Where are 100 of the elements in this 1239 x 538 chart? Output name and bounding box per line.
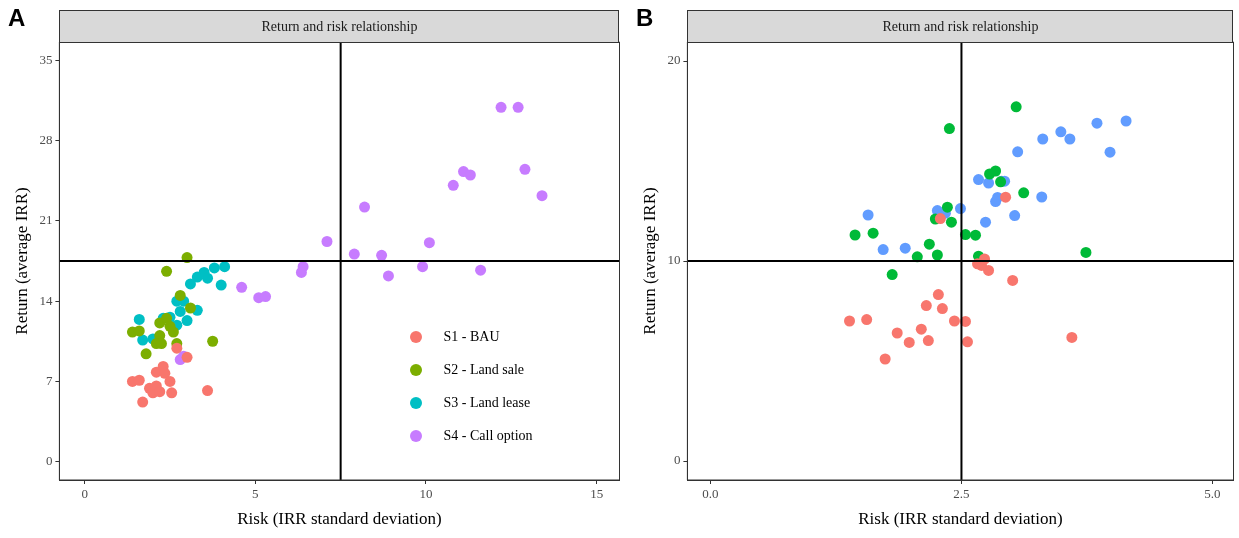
point <box>923 238 935 250</box>
point <box>1066 331 1078 343</box>
x-axis-title: Risk (IRR standard deviation) <box>858 509 1063 529</box>
point <box>495 101 507 113</box>
text: B <box>636 4 654 32</box>
y-tick-label: 10 <box>667 252 681 268</box>
legend-label: S4 - Call option <box>443 427 533 444</box>
x-tick-label: 15 <box>590 486 604 502</box>
point <box>945 216 957 228</box>
point <box>174 305 186 317</box>
y-tick-label: 0 <box>45 453 53 469</box>
point <box>174 289 186 301</box>
point <box>861 314 873 326</box>
legend-label: S3 - Land lease <box>443 394 531 411</box>
point <box>164 320 176 332</box>
point <box>1064 133 1076 145</box>
point <box>1055 126 1067 138</box>
point <box>1018 187 1030 199</box>
point <box>512 101 524 113</box>
point <box>903 336 915 348</box>
point <box>161 265 173 277</box>
point <box>899 242 911 254</box>
point <box>867 227 879 239</box>
x-tick-label: 5.0 <box>1204 486 1221 502</box>
point <box>932 289 944 301</box>
point <box>359 201 371 213</box>
point <box>1000 191 1012 203</box>
point <box>943 123 955 135</box>
point <box>382 270 394 282</box>
point <box>844 315 856 327</box>
point <box>447 179 459 191</box>
point <box>140 348 152 360</box>
point <box>891 327 903 339</box>
point <box>236 281 248 293</box>
point <box>321 236 333 248</box>
point <box>417 261 429 273</box>
point <box>1120 115 1132 127</box>
point <box>208 262 220 274</box>
point <box>920 300 932 312</box>
point <box>171 342 183 354</box>
point <box>464 169 476 181</box>
point <box>1010 101 1022 113</box>
point <box>1037 133 1049 145</box>
point <box>961 336 973 348</box>
y-tick-label: 21 <box>39 212 53 228</box>
y-axis-title: Return (average IRR) <box>639 187 659 335</box>
point <box>184 302 196 314</box>
point <box>1104 146 1116 158</box>
point <box>915 323 927 335</box>
point <box>215 279 227 291</box>
chart-title: Return and risk relationship <box>59 10 620 43</box>
point <box>886 269 898 281</box>
point <box>983 177 995 189</box>
y-tick-label: 7 <box>45 372 53 388</box>
x-tick-label: 0.0 <box>702 486 719 502</box>
point <box>166 387 178 399</box>
point <box>922 335 934 347</box>
point <box>376 249 388 261</box>
point <box>260 291 272 303</box>
point <box>980 216 992 228</box>
chart-title: Return and risk relationship <box>687 10 1234 43</box>
point <box>948 315 960 327</box>
x-axis-title: Risk (IRR standard deviation) <box>237 509 442 529</box>
x-tick-label: 0 <box>81 486 88 502</box>
point <box>202 272 214 284</box>
point <box>941 201 953 213</box>
point <box>1036 191 1048 203</box>
point <box>348 248 360 260</box>
point <box>184 278 196 290</box>
point <box>970 229 982 241</box>
point <box>133 313 145 325</box>
point <box>879 353 891 365</box>
text: A <box>8 4 26 32</box>
point <box>1007 274 1019 286</box>
point <box>219 261 231 273</box>
point <box>536 190 548 202</box>
point <box>934 213 946 225</box>
point <box>862 209 874 221</box>
x-tick-label: 5 <box>252 486 259 502</box>
point <box>207 335 219 347</box>
point <box>202 385 214 397</box>
point <box>137 334 149 346</box>
point <box>519 163 531 175</box>
y-tick-label: 14 <box>39 292 53 308</box>
x-tick-label: 2.5 <box>953 486 970 502</box>
point <box>984 168 996 180</box>
point <box>849 229 861 241</box>
point <box>1012 146 1024 158</box>
x-tick-label: 10 <box>419 486 433 502</box>
y-tick-label: 0 <box>673 452 681 468</box>
y-tick-label: 28 <box>39 132 53 148</box>
legend-label: S2 - Land sale <box>443 361 524 378</box>
point <box>137 396 149 408</box>
point <box>423 237 435 249</box>
point <box>1009 210 1021 222</box>
point <box>936 303 948 315</box>
y-tick-label: 35 <box>39 51 53 67</box>
point <box>181 315 193 327</box>
legend-label: S1 - BAU <box>443 328 500 345</box>
point <box>1080 246 1092 258</box>
